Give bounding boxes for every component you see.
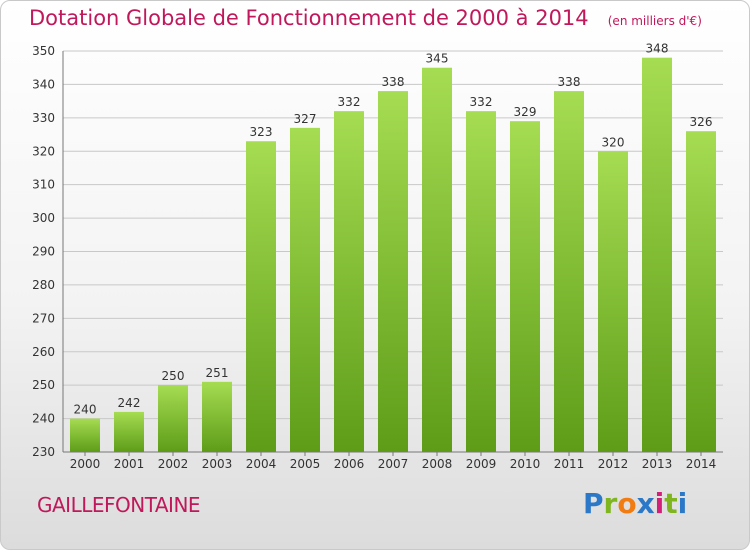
bar	[466, 111, 496, 453]
bar-value-label: 250	[162, 369, 185, 383]
bar	[686, 131, 716, 452]
bar	[378, 91, 408, 452]
x-tick-label: 2010	[510, 457, 541, 471]
bar-value-label: 320	[602, 135, 625, 149]
bar	[598, 151, 628, 452]
x-tick-label: 2005	[290, 457, 321, 471]
x-tick-label: 2000	[70, 457, 101, 471]
logo-letter: i	[654, 487, 665, 520]
bar-value-label: 332	[338, 95, 361, 109]
bar-value-label: 251	[206, 366, 229, 380]
x-tick-label: 2001	[114, 457, 145, 471]
bar	[70, 418, 100, 452]
commune-name: GAILLEFONTAINE	[37, 493, 201, 517]
y-tick-label: 300	[32, 211, 55, 225]
bar-value-label: 323	[250, 125, 273, 139]
bar-value-label: 329	[514, 105, 537, 119]
x-tick-label: 2009	[466, 457, 497, 471]
bar	[642, 57, 672, 452]
y-tick-label: 280	[32, 278, 55, 292]
x-tick-label: 2008	[422, 457, 453, 471]
bar	[334, 111, 364, 453]
bar	[246, 141, 276, 452]
x-tick-label: 2011	[554, 457, 585, 471]
x-tick-label: 2012	[598, 457, 629, 471]
bar-value-label: 332	[470, 95, 493, 109]
bar-value-label: 348	[646, 42, 669, 56]
bars	[70, 57, 716, 453]
bar	[510, 121, 540, 453]
x-tick-label: 2003	[202, 457, 233, 471]
chart-title-unit: (en milliers d'€)	[607, 14, 702, 28]
x-tick-label: 2014	[686, 457, 717, 471]
labels: 230 240 250 260 270 280 290 300 310 320 330 340 350 2…	[32, 42, 716, 471]
y-tick-label: 270	[32, 311, 55, 325]
logo-letter: i	[677, 487, 688, 520]
bar-value-label: 338	[558, 75, 581, 89]
x-tick-label: 2013	[642, 457, 673, 471]
y-tick-label: 340	[32, 77, 55, 91]
logo-letter: x	[636, 487, 655, 520]
chart-title: Dotation Globale de Fonctionnement de 20…	[29, 6, 702, 30]
logo-letter: o	[617, 487, 637, 520]
proxiti-logo[interactable]: Proxiti	[583, 487, 687, 520]
bar	[114, 411, 144, 452]
bar-value-label: 338	[382, 75, 405, 89]
chart-title-main: Dotation Globale de Fonctionnement de 20…	[29, 6, 589, 30]
y-tick-label: 330	[32, 111, 55, 125]
y-tick-label: 260	[32, 345, 55, 359]
logo-letter: P	[583, 487, 604, 520]
x-tick-label: 2004	[246, 457, 277, 471]
y-tick-label: 290	[32, 245, 55, 259]
bar	[422, 67, 452, 452]
x-tick-label: 2002	[158, 457, 189, 471]
x-tick-label: 2007	[378, 457, 409, 471]
bar	[554, 91, 584, 452]
y-tick-label: 240	[32, 412, 55, 426]
y-tick-label: 350	[32, 44, 55, 58]
y-tick-label: 230	[32, 445, 55, 459]
y-tick-label: 320	[32, 144, 55, 158]
x-tick-label: 2006	[334, 457, 365, 471]
bar-value-label: 345	[426, 52, 449, 66]
bar-value-label: 240	[74, 403, 97, 417]
bar-value-label: 327	[294, 112, 317, 126]
bar	[202, 381, 232, 452]
logo-letter: r	[603, 487, 618, 520]
bar	[290, 127, 320, 452]
y-tick-label: 250	[32, 378, 55, 392]
logo-letter: t	[664, 487, 678, 520]
bar-value-label: 242	[118, 396, 141, 410]
y-tick-label: 310	[32, 178, 55, 192]
bar	[158, 385, 188, 452]
bar-value-label: 326	[690, 115, 713, 129]
